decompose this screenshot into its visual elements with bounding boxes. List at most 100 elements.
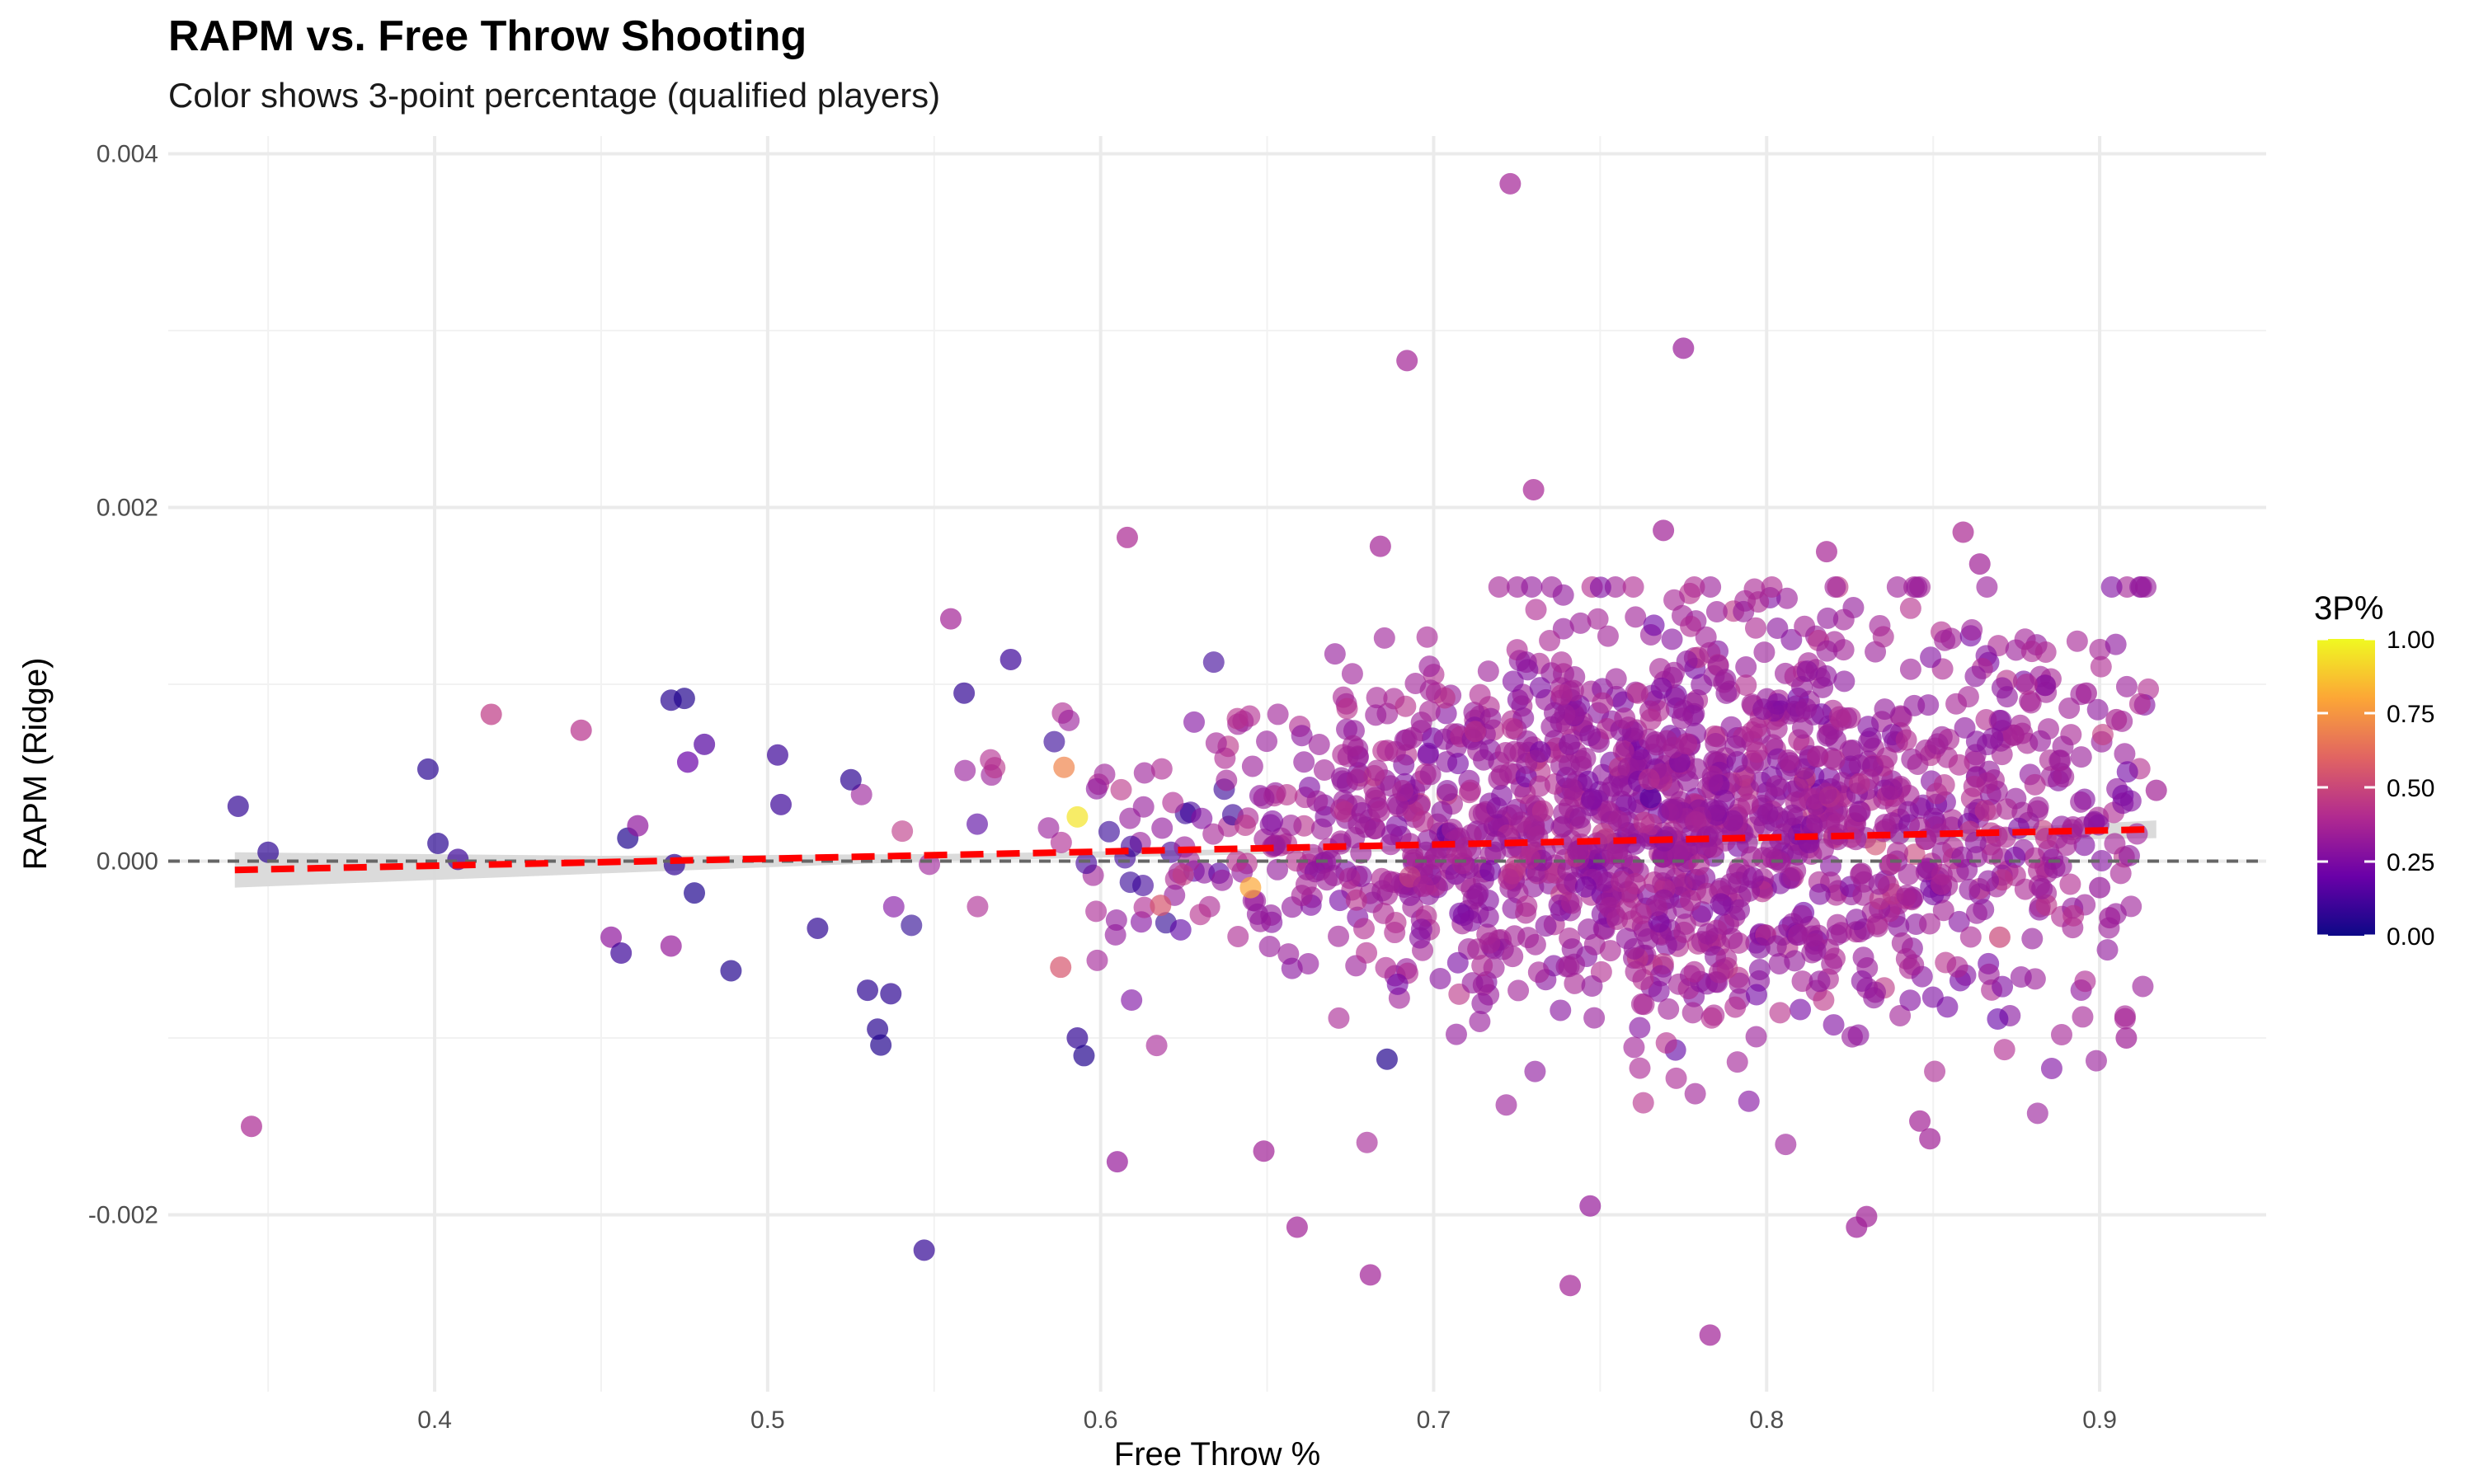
data-point	[1418, 700, 1441, 722]
data-point	[1948, 910, 1970, 932]
data-point	[1777, 749, 1799, 771]
data-point	[1721, 928, 1743, 950]
data-point	[1535, 915, 1557, 937]
x-tick-label: 0.6	[1084, 1407, 1118, 1434]
legend-break-label: 0.50	[2387, 775, 2434, 802]
data-point	[1615, 794, 1637, 816]
data-point	[1897, 801, 1919, 823]
data-point	[1521, 575, 1543, 598]
data-point	[1846, 909, 1868, 931]
data-point	[1848, 801, 1870, 823]
data-point	[1868, 873, 1890, 895]
data-point	[1719, 873, 1742, 895]
data-point	[720, 960, 742, 982]
data-point	[1356, 942, 1378, 964]
data-point	[1529, 677, 1551, 699]
data-point	[1567, 840, 1589, 862]
data-point	[1787, 924, 1809, 946]
data-point	[2099, 907, 2121, 929]
data-point	[1655, 1031, 1677, 1054]
data-point	[1202, 651, 1225, 674]
data-point	[2031, 877, 2053, 899]
data-point	[2115, 1026, 2138, 1049]
data-point	[660, 935, 682, 957]
data-point	[2070, 791, 2092, 813]
data-point	[1898, 784, 1920, 806]
data-point	[1665, 1067, 1687, 1089]
data-point	[1650, 677, 1672, 699]
data-point	[1479, 707, 1502, 730]
data-point	[1672, 337, 1695, 359]
data-point	[1903, 954, 1925, 976]
data-point	[1658, 998, 1680, 1020]
data-point	[1562, 679, 1584, 702]
data-point	[1485, 830, 1507, 852]
data-point	[2128, 693, 2151, 715]
data-point	[1550, 651, 1573, 674]
data-point	[1815, 665, 1837, 687]
data-point	[1293, 751, 1315, 773]
data-point	[1823, 1014, 1845, 1036]
data-point	[1817, 607, 1839, 629]
data-point	[1499, 172, 1522, 195]
data-point	[1539, 630, 1561, 652]
data-point	[954, 759, 976, 782]
data-point	[1308, 733, 1330, 755]
data-point	[1050, 956, 1072, 979]
data-point	[1366, 687, 1388, 709]
data-point	[1766, 717, 1788, 740]
legend-break-label: 0.25	[2387, 849, 2434, 876]
data-point	[1738, 1090, 1760, 1112]
data-point	[1396, 350, 1418, 372]
data-point	[1795, 697, 1818, 720]
data-point	[1050, 831, 1072, 853]
data-point	[1401, 726, 1423, 749]
data-point	[2026, 1102, 2048, 1125]
data-point	[850, 783, 872, 805]
data-point	[1738, 880, 1761, 902]
data-point	[1516, 752, 1538, 774]
legend-break-label: 1.00	[2387, 627, 2434, 654]
data-point	[1988, 926, 2011, 948]
trend-line	[234, 825, 2157, 874]
data-point	[1876, 747, 1898, 769]
legend-break-label: 0.75	[2387, 701, 2434, 728]
data-point	[1851, 970, 1873, 992]
data-point	[240, 1115, 262, 1138]
data-point	[1561, 778, 1583, 801]
data-point	[1630, 903, 1652, 925]
data-point	[1964, 831, 1987, 853]
data-point	[1495, 1094, 1517, 1116]
data-point	[480, 703, 502, 726]
data-point	[1058, 709, 1080, 731]
data-point	[939, 608, 962, 630]
data-point	[1366, 759, 1388, 782]
data-point	[2066, 630, 2088, 652]
data-points	[227, 172, 2167, 1346]
data-point	[1502, 670, 1524, 693]
data-point	[1683, 960, 1705, 983]
data-point	[1661, 798, 1683, 820]
data-point	[1874, 698, 1896, 721]
data-point	[1833, 670, 1856, 693]
data-point	[1790, 998, 1812, 1021]
data-point	[1856, 1205, 1878, 1228]
data-point	[1748, 937, 1771, 959]
data-point	[1879, 853, 1902, 876]
data-point	[1724, 735, 1747, 757]
data-point	[1629, 1017, 1651, 1039]
data-point	[967, 895, 989, 918]
data-point	[1461, 972, 1484, 994]
data-point	[1306, 790, 1329, 812]
data-point	[2062, 904, 2085, 927]
data-point	[1681, 1002, 1704, 1024]
y-tick-label: 0.002	[96, 494, 158, 521]
data-point	[1622, 575, 1644, 598]
data-point	[1429, 968, 1451, 990]
data-point	[1965, 730, 1987, 753]
data-point	[1464, 721, 1486, 743]
data-point	[1507, 979, 1530, 1002]
data-point	[1611, 871, 1633, 893]
data-point	[1262, 810, 1284, 832]
data-point	[694, 733, 716, 755]
